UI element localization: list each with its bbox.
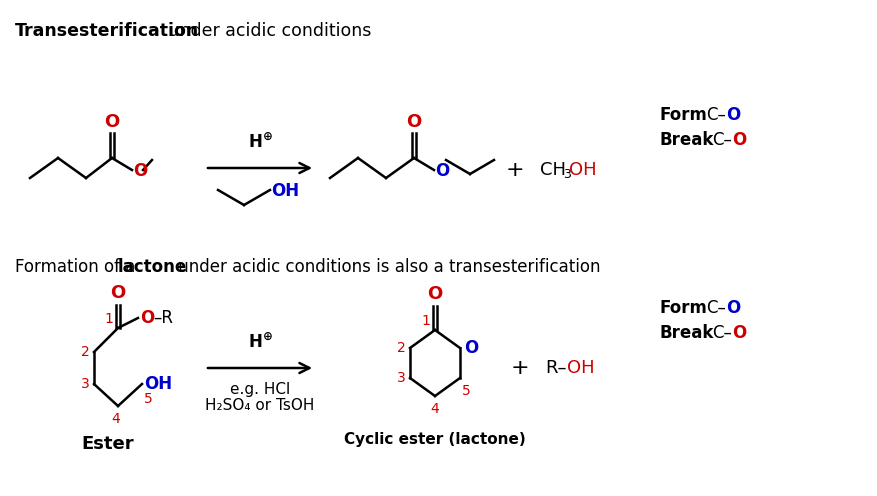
Text: C–: C– [705, 106, 725, 124]
Text: R–: R– [545, 359, 566, 377]
Text: CH: CH [539, 161, 566, 179]
Text: Transesterification: Transesterification [15, 22, 199, 40]
Text: OH: OH [567, 359, 594, 377]
Text: +: + [510, 358, 529, 378]
Text: Form: Form [660, 299, 707, 317]
Text: 3: 3 [562, 168, 570, 181]
Text: 4: 4 [430, 402, 438, 416]
Text: OH: OH [271, 182, 299, 200]
Text: C–: C– [711, 131, 731, 149]
Text: H₂SO₄ or TsOH: H₂SO₄ or TsOH [205, 398, 314, 413]
Text: 3: 3 [396, 371, 405, 385]
Text: O: O [725, 106, 739, 124]
Text: 2: 2 [82, 345, 90, 359]
Text: H$^{\mathbf{\oplus}}$: H$^{\mathbf{\oplus}}$ [247, 133, 272, 152]
Text: 2: 2 [396, 341, 405, 355]
Text: O: O [427, 285, 442, 303]
Text: O: O [731, 324, 745, 342]
Text: +: + [505, 160, 524, 180]
Text: OH: OH [568, 161, 596, 179]
Text: O: O [434, 162, 449, 180]
Text: O: O [463, 339, 478, 357]
Text: Form: Form [660, 106, 707, 124]
Text: e.g. HCl: e.g. HCl [230, 382, 289, 397]
Text: 5: 5 [144, 392, 153, 406]
Text: 1: 1 [421, 314, 430, 328]
Text: under acidic conditions: under acidic conditions [163, 22, 371, 40]
Text: Formation of a: Formation of a [15, 258, 140, 276]
Text: 3: 3 [82, 377, 90, 391]
Text: Ester: Ester [82, 435, 134, 453]
Text: under acidic conditions is also a transesterification: under acidic conditions is also a transe… [173, 258, 600, 276]
Text: H$^{\mathbf{\oplus}}$: H$^{\mathbf{\oplus}}$ [247, 333, 272, 352]
Text: Break: Break [660, 324, 714, 342]
Text: C–: C– [705, 299, 725, 317]
Text: C–: C– [711, 324, 731, 342]
Text: Break: Break [660, 131, 714, 149]
Text: O: O [725, 299, 739, 317]
Text: OH: OH [144, 375, 172, 393]
Text: O: O [104, 113, 119, 131]
Text: –R: –R [153, 309, 173, 327]
Text: O: O [731, 131, 745, 149]
Text: Cyclic ester (lactone): Cyclic ester (lactone) [344, 432, 525, 447]
Text: 4: 4 [111, 412, 120, 426]
Text: 1: 1 [104, 312, 113, 326]
Text: O: O [132, 162, 147, 180]
Text: lactone: lactone [118, 258, 187, 276]
Text: O: O [406, 113, 421, 131]
Text: O: O [139, 309, 154, 327]
Text: 5: 5 [461, 384, 470, 398]
Text: O: O [111, 284, 125, 302]
